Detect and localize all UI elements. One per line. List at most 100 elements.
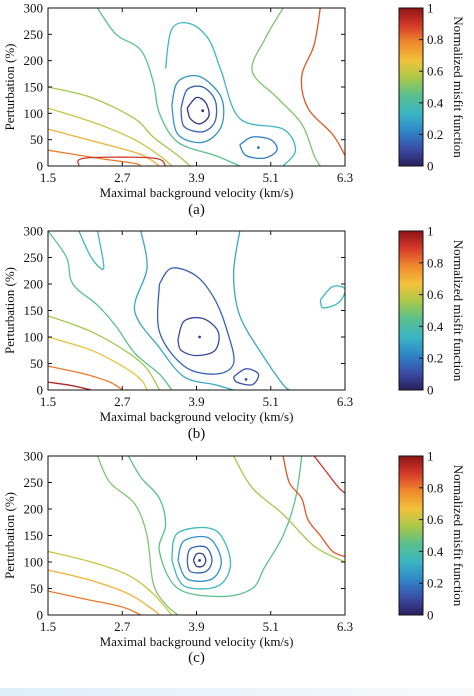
contour-line <box>171 74 225 144</box>
colorbar-tick-label: 0.8 <box>427 480 443 495</box>
plot-area <box>48 231 345 390</box>
x-axis-title: Maximal background velocity (km/s) <box>100 634 294 649</box>
contour-line <box>48 231 173 390</box>
contour-group <box>48 456 345 615</box>
contour-line <box>186 96 210 125</box>
contour-line <box>171 526 232 590</box>
panel-c: 1.5 2.7 3.9 5.1 6.3 0 50 100 150 200 250 300 Maximal… <box>2 449 466 667</box>
colorbar-tick-label: 1 <box>427 449 434 464</box>
contour-line <box>180 85 218 133</box>
contour-line <box>48 86 191 166</box>
y-tick-label: 100 <box>24 330 44 345</box>
contour-line <box>232 231 290 390</box>
colorbar-tick-label: 0.4 <box>427 319 444 334</box>
contour-line <box>77 156 167 166</box>
colorbar-tick-label: 0.6 <box>427 287 444 302</box>
colorbar-tick-label: 0.2 <box>427 351 443 366</box>
x-tick-label: 5.1 <box>263 170 279 185</box>
contour-line <box>127 456 303 598</box>
y-tick-label: 300 <box>24 449 44 464</box>
y-tick-label: 200 <box>24 277 44 292</box>
colorbar-tick-label: 1 <box>427 224 434 239</box>
colorbar-tick-label: 0.4 <box>427 95 444 110</box>
x-axis-title: Maximal background velocity (km/s) <box>100 409 294 424</box>
caption-strip <box>0 688 474 696</box>
y-tick-label: 300 <box>24 1 44 16</box>
plot-area <box>48 8 345 166</box>
y-tick-label: 100 <box>24 106 44 121</box>
colorbar-gradient <box>398 230 424 391</box>
y-axis-title: Perturbation (%) <box>2 43 17 130</box>
x-tick-label: 5.1 <box>263 394 279 409</box>
colorbar-tick-label: 0.6 <box>427 512 444 527</box>
y-tick-label: 0 <box>37 159 44 174</box>
contour-line <box>48 569 160 615</box>
contour-line <box>233 456 345 563</box>
contour-line <box>251 8 321 166</box>
contour-line <box>48 315 160 390</box>
contour-line <box>232 368 260 386</box>
contour-group <box>48 8 345 166</box>
colorbar-tick-label: 0 <box>427 383 434 398</box>
contour-line <box>48 550 173 615</box>
y-tick-label: 0 <box>37 608 44 623</box>
x-tick-label: 3.9 <box>188 619 204 634</box>
contour-line <box>300 8 345 156</box>
x-tick-label: 5.1 <box>263 619 279 634</box>
x-tick-label: 2.7 <box>114 394 131 409</box>
x-tick-label: 3.9 <box>188 170 204 185</box>
y-tick-label: 250 <box>24 250 44 265</box>
colorbar: 0 0.2 0.4 0.6 0.8 1 Normalized misfit function <box>398 1 466 174</box>
panel-b: 1.5 2.7 3.9 5.1 6.3 0 50 100 150 200 250 300 Maximal… <box>2 224 466 443</box>
colorbar-tick-label: 0.2 <box>427 576 443 591</box>
plot-area <box>48 456 345 615</box>
minimum-point <box>201 109 205 113</box>
contour-group <box>48 231 345 390</box>
y-tick-label: 50 <box>30 356 43 371</box>
contour-line <box>319 285 345 309</box>
x-tick-label: 1.5 <box>40 394 56 409</box>
contour-line <box>48 336 148 390</box>
x-axis-title: Maximal background velocity (km/s) <box>100 185 294 200</box>
x-tick-label: 6.3 <box>337 619 353 634</box>
colorbar-title: Normalized misfit function <box>451 465 466 607</box>
minimum-point <box>198 335 201 339</box>
colorbar-gradient <box>398 455 424 616</box>
y-axis-title: Perturbation (%) <box>2 492 17 579</box>
y-tick-label: 200 <box>24 53 44 68</box>
contour-line <box>313 456 345 494</box>
colorbar: 0 0.2 0.4 0.6 0.8 1 Normalized misfit function <box>398 449 466 623</box>
y-tick-label: 150 <box>24 303 44 318</box>
minimum-point <box>244 378 248 381</box>
contour-line <box>96 456 179 615</box>
contour-line <box>96 8 241 166</box>
y-tick-label: 50 <box>30 132 43 147</box>
panel-label: (a) <box>188 202 205 218</box>
colorbar-tick-label: 0.8 <box>427 32 443 47</box>
contour-line <box>48 128 160 166</box>
y-axis-title: Perturbation (%) <box>2 267 17 354</box>
y-tick-label: 150 <box>24 528 44 543</box>
colorbar-tick-label: 0 <box>427 608 434 623</box>
x-tick-label: 3.9 <box>188 394 204 409</box>
x-tick-label: 1.5 <box>40 619 56 634</box>
x-tick-label: 1.5 <box>40 170 56 185</box>
panel-a: 1.5 2.7 3.9 5.1 6.3 0 50 100 150 200 250 300 Maximal… <box>2 1 466 219</box>
contour-line <box>177 535 222 582</box>
colorbar-title: Normalized misfit function <box>451 240 466 382</box>
x-tick-label: 6.3 <box>337 394 353 409</box>
colorbar-gradient <box>398 7 424 167</box>
contour-line <box>192 552 207 568</box>
y-tick-label: 100 <box>24 555 44 570</box>
contour-line <box>177 316 220 357</box>
minimum-point <box>198 559 201 562</box>
colorbar-tick-label: 0 <box>427 159 434 174</box>
colorbar: 0 0.2 0.4 0.6 0.8 1 Normalized misfit function <box>398 224 466 398</box>
y-tick-label: 250 <box>24 475 44 490</box>
y-tick-label: 50 <box>30 581 43 596</box>
x-tick-label: 2.7 <box>114 170 131 185</box>
y-tick-label: 300 <box>24 224 44 239</box>
x-tick-label: 6.3 <box>337 170 353 185</box>
colorbar-tick-label: 0.8 <box>427 255 443 270</box>
